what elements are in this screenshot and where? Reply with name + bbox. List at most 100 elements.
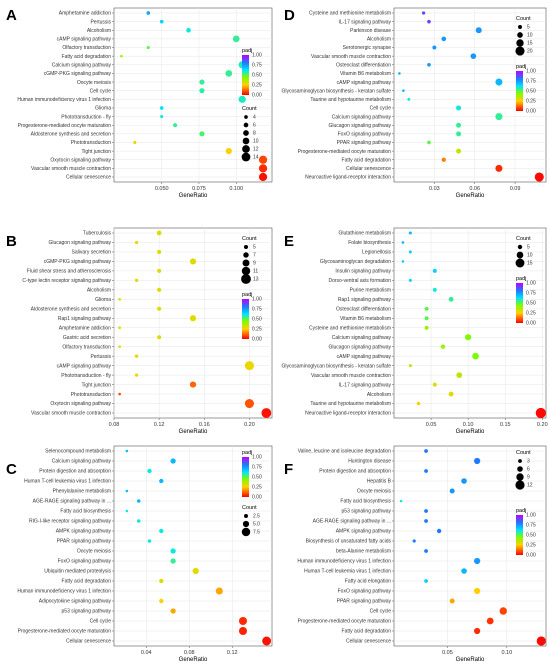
category-label: Phototransduction	[71, 392, 112, 398]
data-point	[427, 140, 431, 145]
data-point	[147, 539, 152, 543]
padj-legend-title: padj	[242, 450, 252, 456]
data-point	[407, 97, 411, 101]
panel-letter: A	[6, 7, 17, 24]
padj-legend-title: padj	[516, 276, 526, 282]
padj-legend-label: 0.00	[252, 337, 262, 343]
category-label: Protein digestion and absorption	[319, 469, 391, 475]
category-label: Tight junction	[81, 149, 111, 155]
category-label: Glucagon signaling pathway	[328, 123, 391, 129]
data-point	[461, 568, 467, 574]
data-point	[475, 27, 482, 34]
data-point	[159, 106, 164, 110]
data-point	[535, 407, 546, 419]
count-legend-dot	[241, 266, 251, 276]
x-axis-title: GeneRatio	[179, 429, 208, 435]
data-point	[125, 509, 129, 513]
data-point	[456, 131, 462, 137]
category-label: FoxO signaling pathway	[58, 559, 112, 565]
data-point	[157, 268, 162, 273]
category-label: Aldosterone synthesis and secretion	[31, 306, 112, 312]
panel-f: F 0.05 0.10 Valine, leucine and isoleucine …	[284, 445, 547, 663]
category-label: Glutathione metabolism	[338, 231, 391, 237]
panel-letter: F	[284, 461, 293, 478]
count-legend-dot	[518, 459, 522, 463]
x-tick-label: 0.08	[109, 422, 120, 428]
category-label: Glucagon signaling pathway	[48, 240, 111, 246]
data-point	[456, 148, 462, 154]
data-point	[499, 607, 507, 615]
category-label: Huntington disease	[348, 459, 391, 465]
category-label: Oxytocin signaling pathway	[50, 157, 111, 163]
padj-legend-label: 0.50	[526, 533, 536, 539]
data-point	[258, 164, 268, 173]
category-label: Phototransduction - fly	[61, 114, 111, 120]
data-point	[456, 122, 462, 128]
category-label: Cell cycle	[370, 609, 392, 615]
category-label: Oocyte meiosis	[77, 80, 112, 86]
data-point	[244, 398, 254, 409]
count-legend-dot	[515, 480, 525, 490]
data-point	[134, 354, 139, 358]
category-label: C-type lectin receptor signaling pathway	[22, 278, 111, 284]
count-legend-label: 10	[527, 33, 533, 39]
padj-legend-label: 0.00	[252, 495, 262, 501]
count-legend-dot	[241, 527, 251, 537]
category-label: Phototransduction - fly	[61, 373, 111, 379]
data-point	[424, 519, 428, 523]
count-legend: Count 2.5 5.0 7.5	[241, 505, 260, 537]
data-point	[133, 140, 137, 145]
padj-legend-label: 0.50	[526, 301, 536, 307]
category-label: Neuroactive ligand-receptor interaction	[305, 411, 391, 417]
category-label: Vitamin B6 metabolism	[340, 71, 391, 77]
count-legend-label: 15	[527, 261, 533, 267]
data-point	[432, 45, 437, 50]
data-point	[147, 468, 152, 474]
count-legend-label: 9	[527, 475, 530, 481]
count-legend-dot	[242, 145, 250, 153]
data-point	[424, 509, 428, 513]
category-label: Progesterone-mediated oocyte maturation	[298, 149, 392, 155]
category-label: Glycosaminoglycan degradation	[320, 259, 391, 265]
category-label: Progesterone-mediated oocyte maturation	[18, 629, 112, 635]
category-label: Human T-cell leukemia virus 1 infection	[304, 569, 391, 575]
category-label: AMPK signaling pathway	[56, 529, 112, 535]
data-point	[432, 268, 437, 273]
count-legend-label: 14	[253, 155, 259, 161]
category-label: Parkinson disease	[350, 28, 391, 34]
plot-area	[393, 7, 547, 183]
category-label: Fatty acid degradation	[62, 54, 112, 60]
padj-legend-label: 0.00	[526, 553, 536, 559]
category-label: cGMP-PKG signaling pathway	[44, 71, 112, 77]
data-point	[199, 131, 205, 137]
count-legend-dot	[243, 252, 249, 258]
category-label: Cysteine and methionine metabolism	[309, 11, 391, 17]
data-point	[225, 148, 232, 155]
x-axis-title: GeneRatio	[179, 657, 208, 663]
category-label: Salivary secretion	[72, 250, 112, 256]
data-point	[408, 364, 412, 368]
x-tick-label: 0.10	[501, 650, 512, 656]
data-point	[449, 598, 455, 604]
data-point	[134, 373, 139, 377]
padj-legend-label: 1.00	[526, 513, 536, 519]
category-label: Calcium signaling pathway	[332, 335, 392, 341]
data-point	[120, 54, 123, 58]
category-label: Progesterone-mediated oocyte maturation	[298, 619, 392, 625]
count-legend-label: 7	[253, 253, 256, 259]
data-point	[189, 315, 197, 322]
data-point	[401, 241, 405, 244]
count-legend-dot	[515, 46, 525, 56]
count-legend: Count 3 6 9 12	[515, 450, 533, 490]
data-point	[408, 278, 412, 282]
count-legend-dot	[243, 130, 249, 136]
padj-legend-label: 1.00	[252, 53, 262, 59]
category-label: Olfactory transduction	[62, 45, 111, 51]
padj-legend-label: 0.00	[252, 93, 262, 99]
count-legend-dot	[243, 122, 249, 128]
category-label: Cellular senescence	[346, 166, 391, 172]
category-label: Fatty acid degradation	[62, 579, 112, 585]
